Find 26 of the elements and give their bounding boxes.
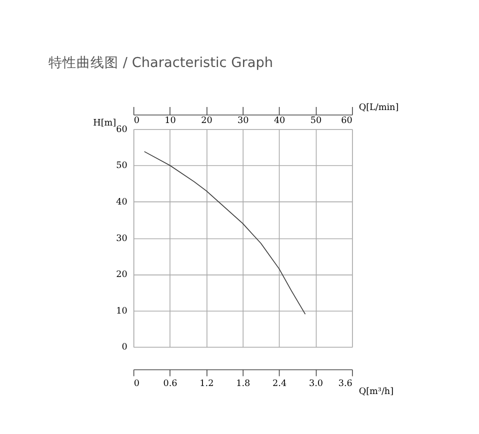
y-tick-label: 40 (116, 197, 128, 208)
y-tick-label: 60 (116, 124, 128, 135)
x-axis-title: Q[m³/h] (358, 386, 394, 397)
line-series (144, 151, 306, 315)
y-tick-label: 0 (122, 342, 128, 353)
y-tick-label: 10 (116, 306, 128, 316)
x-tick-label: 3.0 (308, 378, 324, 389)
x2-tick-label: 40 (274, 116, 286, 126)
y-tick-label: 30 (116, 234, 128, 244)
x-tick-label: 1.8 (236, 378, 251, 389)
x-tick-label: 2.4 (272, 378, 287, 389)
x-tick-label: 3.6 (338, 378, 353, 389)
x2-tick-label: 30 (238, 116, 250, 126)
x2-tick-label: 60 (341, 116, 353, 126)
y-tick-label: 20 (116, 270, 128, 280)
y-axis-title: H[m] (93, 118, 116, 128)
x2-tick-label: 0 (134, 116, 140, 126)
chart-title: 特性曲线图 / Characteristic Graph (48, 55, 274, 72)
x-tick-label: 1.2 (200, 378, 214, 389)
x2-tick-label: 10 (164, 116, 176, 126)
x2-tick-label: 20 (201, 116, 213, 126)
x2-axis-title: Q[L/min] (358, 103, 399, 114)
x2-tick-label: 50 (310, 116, 322, 126)
x-tick-label: 0 (134, 378, 140, 389)
x-tick-label: 0.6 (163, 378, 178, 389)
y-tick-label: 50 (116, 161, 128, 172)
